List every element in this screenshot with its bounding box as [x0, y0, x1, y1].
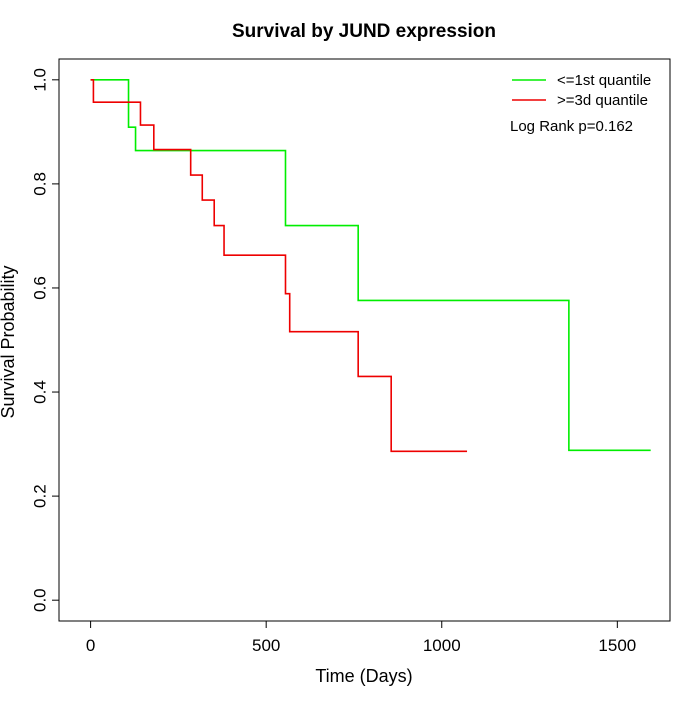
y-axis-label: Survival Probability [0, 265, 18, 418]
x-tick-label: 0 [86, 636, 95, 655]
x-tick-label: 1000 [423, 636, 461, 655]
y-tick-label: 0.4 [30, 380, 49, 404]
legend-label-1: <=1st quantile [557, 72, 651, 89]
y-axis: 0.0 0.2 0.4 0.6 0.8 1.0 [30, 68, 59, 612]
legend-label-2: >=3d quantile [557, 92, 648, 109]
x-axis: 0 500 1000 1500 [86, 621, 636, 655]
x-tick-label: 500 [252, 636, 280, 655]
log-rank-annotation: Log Rank p=0.162 [510, 118, 633, 135]
x-tick-label: 1500 [598, 636, 636, 655]
y-tick-label: 0.6 [30, 276, 49, 300]
series-layer [90, 79, 651, 453]
plot-frame [58, 58, 671, 622]
chart-title: Survival by JUND expression [232, 21, 496, 42]
x-axis-label: Time (Days) [315, 666, 412, 686]
y-tick-label: 0.2 [30, 484, 49, 508]
legend: <=1st quantile >=3d quantile [512, 72, 651, 109]
series-line-2 [90, 79, 468, 453]
y-tick-label: 0.8 [30, 172, 49, 196]
y-tick-label: 0.0 [30, 588, 49, 612]
y-tick-label: 1.0 [30, 68, 49, 92]
series-line-1 [90, 79, 651, 452]
